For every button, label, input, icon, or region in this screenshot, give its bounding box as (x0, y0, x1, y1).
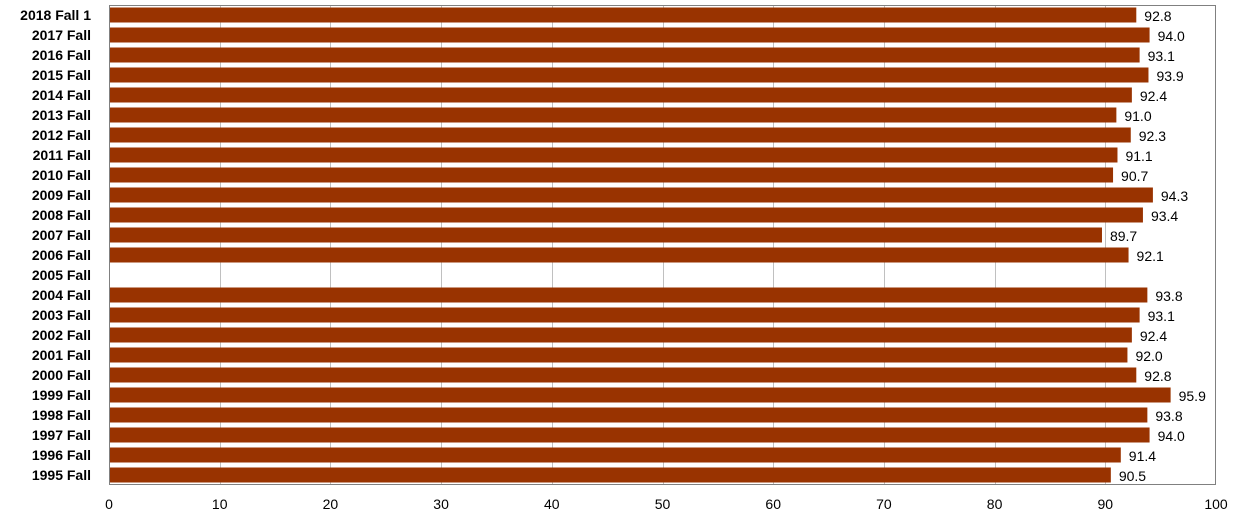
category-label: 2000 Fall (32, 367, 91, 383)
category-label: 2015 Fall (32, 67, 91, 83)
category-label: 2014 Fall (32, 87, 91, 103)
bar (109, 148, 1117, 163)
data-label: 90.7 (1121, 168, 1148, 184)
data-label: 92.1 (1137, 248, 1164, 264)
category-label: 2013 Fall (32, 107, 91, 123)
data-label: 93.4 (1151, 208, 1178, 224)
bar (109, 328, 1132, 343)
data-label: 92.0 (1135, 348, 1162, 364)
data-label: 93.9 (1156, 68, 1183, 84)
x-tick-label: 90 (1098, 496, 1114, 512)
bar (109, 468, 1111, 483)
bar (109, 128, 1131, 143)
category-label: 2009 Fall (32, 187, 91, 203)
category-label: 2006 Fall (32, 247, 91, 263)
data-label: 89.7 (1110, 228, 1137, 244)
category-label: 2004 Fall (32, 287, 91, 303)
data-label: 93.1 (1148, 308, 1175, 324)
bar (109, 408, 1147, 423)
data-label: 92.3 (1139, 128, 1166, 144)
x-tick-label: 80 (987, 496, 1003, 512)
x-tick-label: 20 (323, 496, 339, 512)
category-label: 2017 Fall (32, 27, 91, 43)
data-label: 94.3 (1161, 188, 1188, 204)
bar (109, 48, 1140, 63)
bar (109, 28, 1150, 43)
category-labels: 2018 Fall 1 2017 Fall 2016 Fall 2015 Fall 20… (20, 7, 91, 483)
data-label: 93.1 (1148, 48, 1175, 64)
bar (109, 188, 1153, 203)
category-label: 2010 Fall (32, 167, 91, 183)
bar (109, 248, 1129, 263)
x-tick-label: 50 (655, 496, 671, 512)
data-label: 92.4 (1140, 88, 1167, 104)
x-tick-label: 60 (765, 496, 781, 512)
category-label: 2011 Fall (33, 147, 91, 163)
x-tick-label: 70 (876, 496, 892, 512)
category-label: 1999 Fall (32, 387, 91, 403)
data-label: 94.0 (1158, 428, 1185, 444)
data-label: 92.8 (1144, 368, 1171, 384)
bar (109, 8, 1136, 23)
category-label: 1997 Fall (32, 427, 91, 443)
data-label: 91.1 (1125, 148, 1152, 164)
bar (109, 348, 1127, 363)
data-label: 94.0 (1158, 28, 1185, 44)
bar (109, 68, 1148, 83)
bar (109, 388, 1171, 403)
category-label: 2005 Fall (32, 267, 91, 283)
bar (109, 88, 1132, 103)
data-label: 91.4 (1129, 448, 1156, 464)
bar (109, 108, 1116, 123)
category-label: 2012 Fall (32, 127, 91, 143)
category-label: 1995 Fall (32, 467, 91, 483)
data-label: 93.8 (1155, 408, 1182, 424)
data-label: 90.5 (1119, 468, 1146, 484)
category-label: 2003 Fall (32, 307, 91, 323)
category-label: 2002 Fall (32, 327, 91, 343)
bar (109, 168, 1113, 183)
bar (109, 288, 1147, 303)
bar (109, 428, 1150, 443)
category-label: 1998 Fall (32, 407, 91, 423)
x-tick-label: 0 (105, 496, 113, 512)
category-label: 2018 Fall 1 (20, 7, 91, 23)
x-tick-label: 10 (212, 496, 228, 512)
x-tick-label: 30 (433, 496, 449, 512)
category-label: 2008 Fall (32, 207, 91, 223)
category-label: 2016 Fall (32, 47, 91, 63)
data-label: 93.8 (1155, 288, 1182, 304)
data-label: 95.9 (1179, 388, 1206, 404)
x-tick-label: 100 (1204, 496, 1228, 512)
data-label: 92.8 (1144, 8, 1171, 24)
category-label: 1996 Fall (32, 447, 91, 463)
category-label: 2007 Fall (32, 227, 91, 243)
bar (109, 208, 1143, 223)
bar (109, 368, 1136, 383)
bar (109, 448, 1121, 463)
bar (109, 308, 1140, 323)
category-label: 2001 Fall (32, 347, 91, 363)
x-axis-tick-labels: 0 10 20 30 40 50 60 70 80 90 100 (105, 496, 1228, 512)
bar (109, 228, 1102, 243)
x-tick-label: 40 (544, 496, 560, 512)
data-label: 91.0 (1124, 108, 1151, 124)
data-label: 92.4 (1140, 328, 1167, 344)
